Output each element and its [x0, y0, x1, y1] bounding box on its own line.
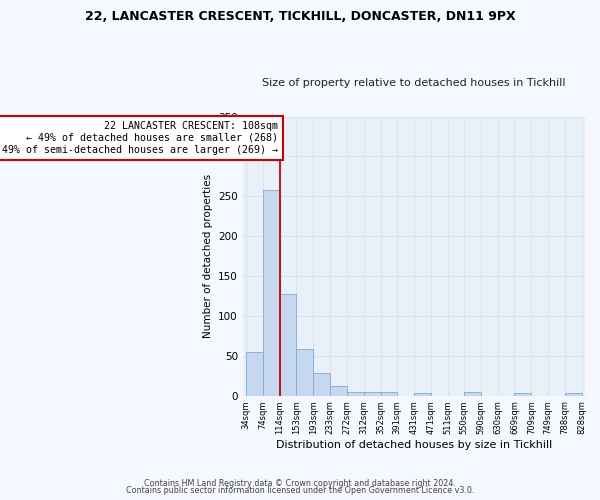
- Y-axis label: Number of detached properties: Number of detached properties: [203, 174, 212, 338]
- Bar: [330, 386, 347, 396]
- X-axis label: Distribution of detached houses by size in Tickhill: Distribution of detached houses by size …: [276, 440, 552, 450]
- Bar: [313, 374, 330, 396]
- Text: Contains HM Land Registry data © Crown copyright and database right 2024.: Contains HM Land Registry data © Crown c…: [144, 478, 456, 488]
- Text: Contains public sector information licensed under the Open Government Licence v3: Contains public sector information licen…: [126, 486, 474, 495]
- Bar: [347, 392, 364, 396]
- Bar: [514, 393, 532, 396]
- Title: Size of property relative to detached houses in Tickhill: Size of property relative to detached ho…: [262, 78, 566, 88]
- Text: 22, LANCASTER CRESCENT, TICKHILL, DONCASTER, DN11 9PX: 22, LANCASTER CRESCENT, TICKHILL, DONCAS…: [85, 10, 515, 23]
- Text: 22 LANCASTER CRESCENT: 108sqm
← 49% of detached houses are smaller (268)
49% of : 22 LANCASTER CRESCENT: 108sqm ← 49% of d…: [2, 122, 278, 154]
- Bar: [464, 392, 481, 396]
- Bar: [565, 393, 581, 396]
- Bar: [263, 190, 280, 396]
- Bar: [280, 294, 296, 396]
- Bar: [364, 392, 380, 396]
- Bar: [246, 352, 263, 396]
- Bar: [414, 393, 431, 396]
- Bar: [380, 392, 397, 396]
- Bar: [296, 350, 313, 396]
